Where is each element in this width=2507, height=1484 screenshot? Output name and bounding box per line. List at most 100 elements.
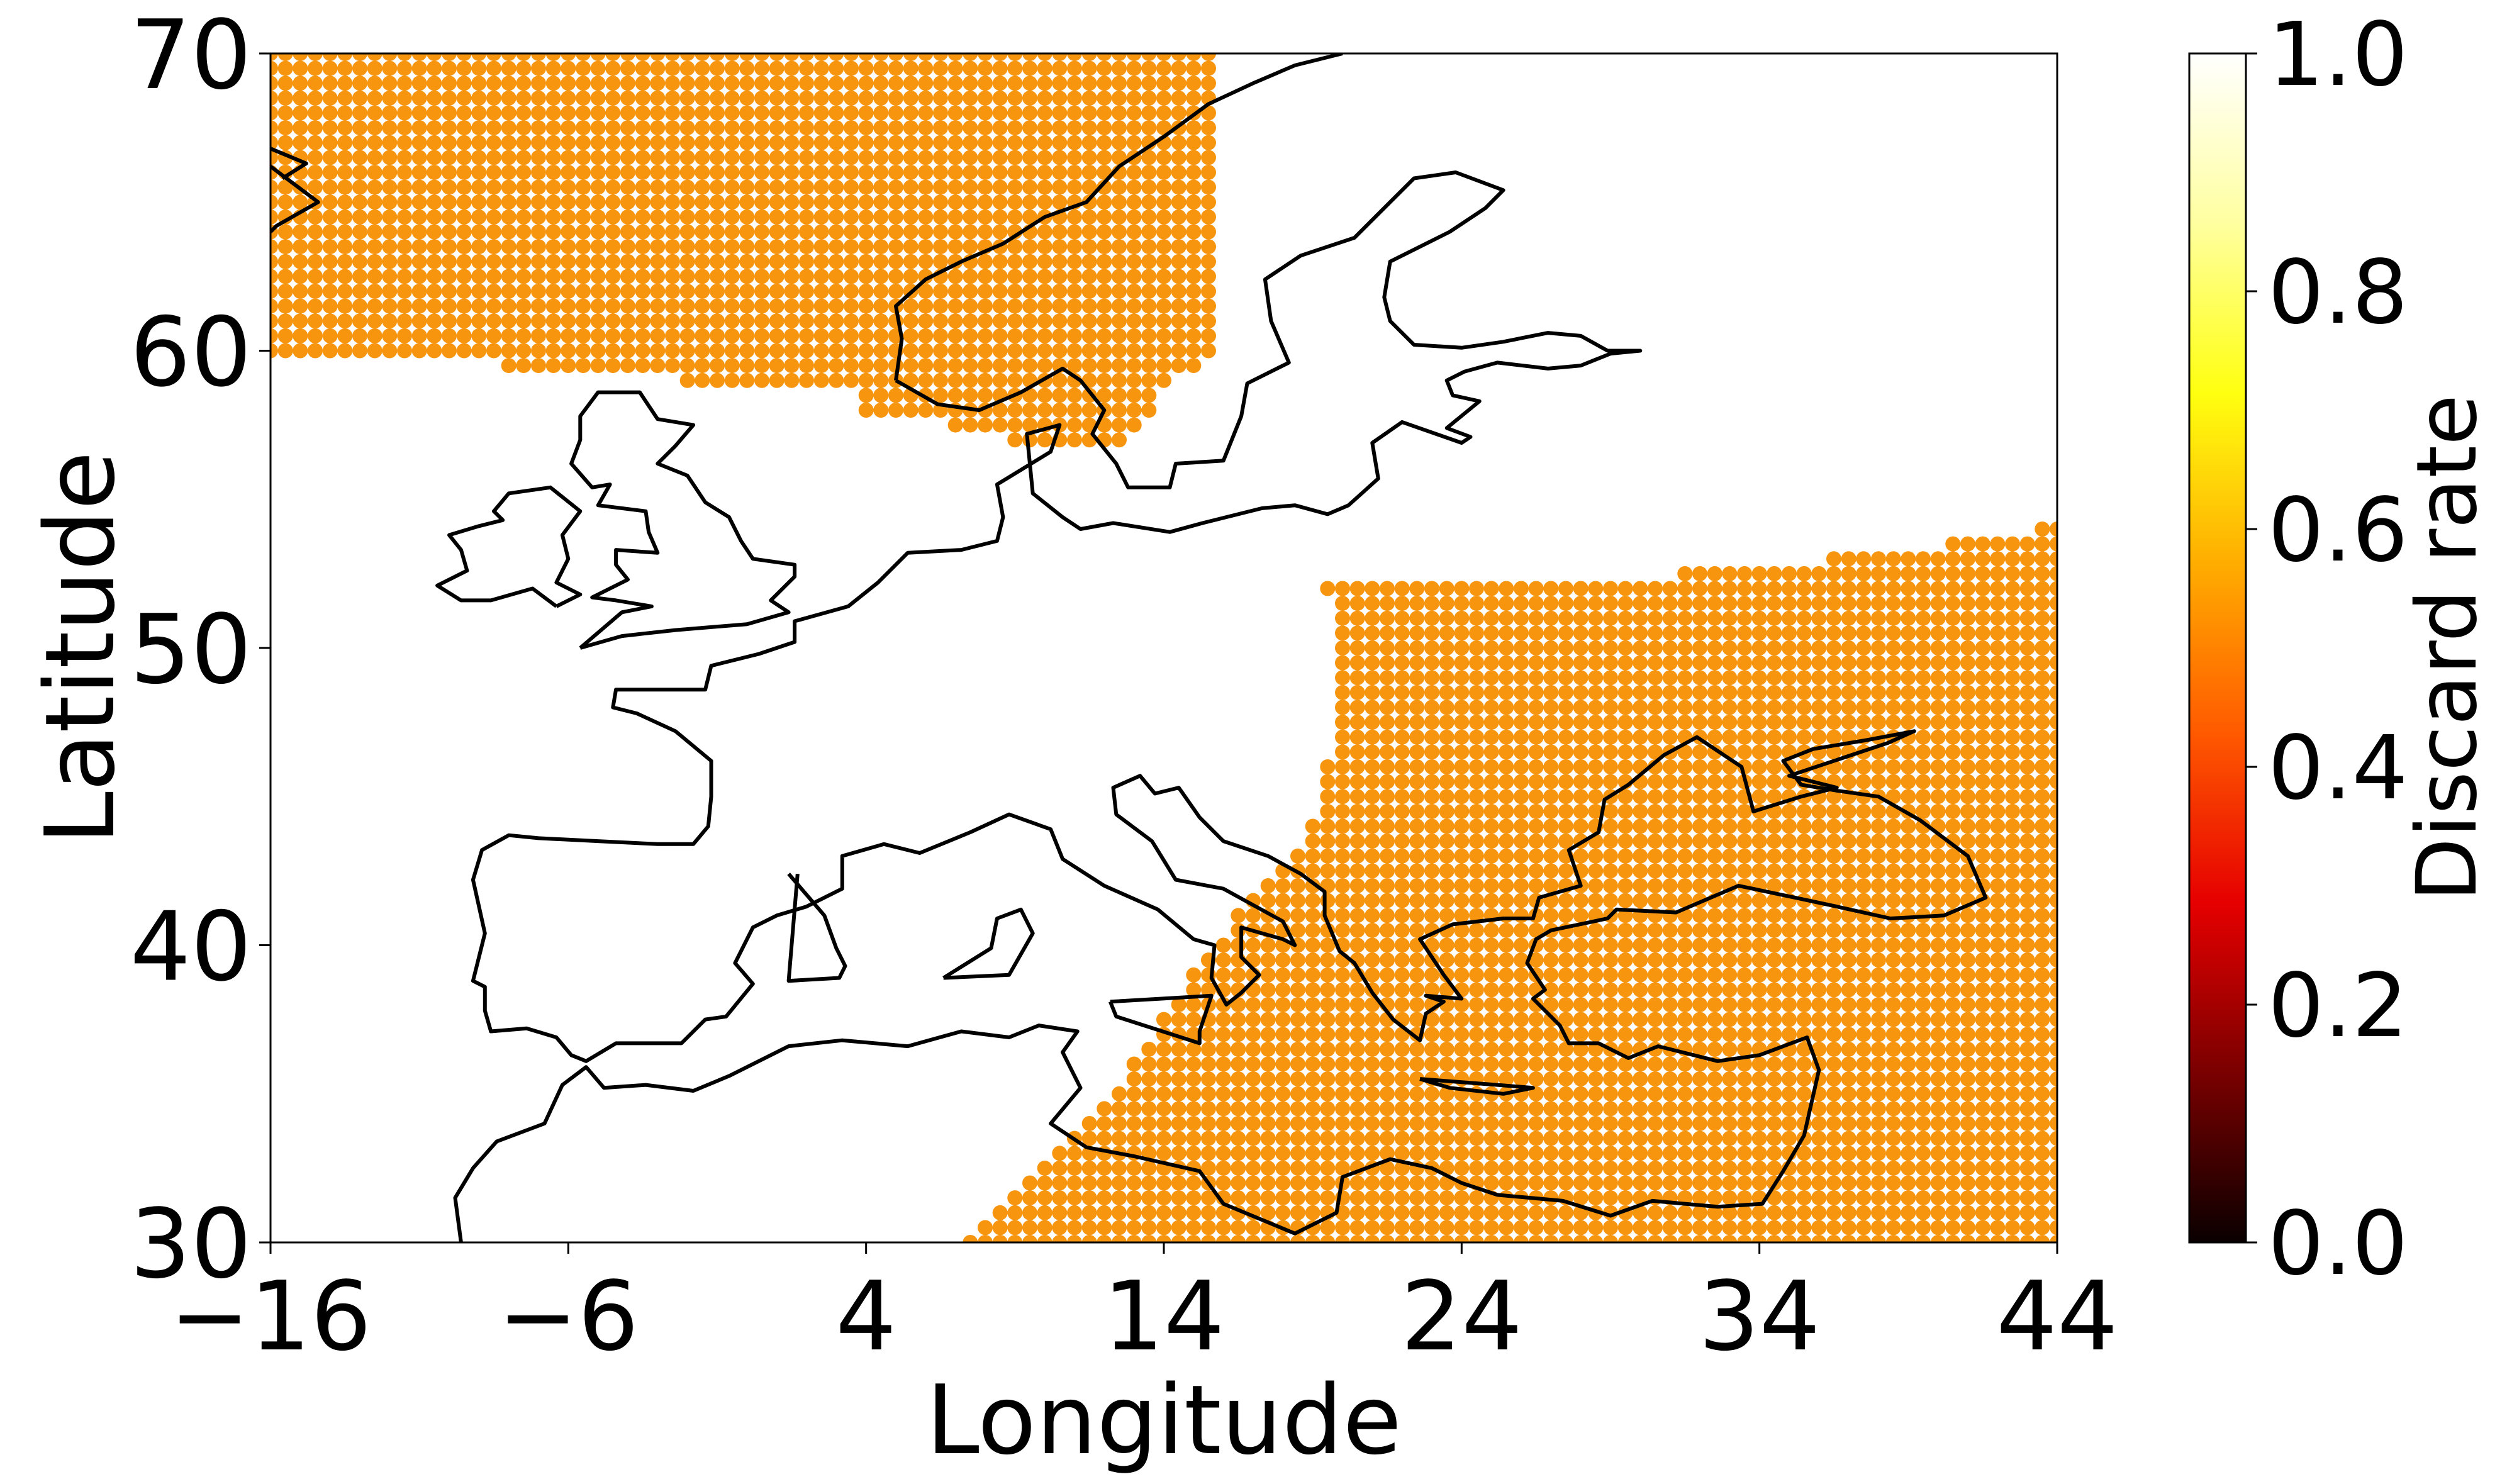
data-point xyxy=(1945,700,1961,715)
data-point xyxy=(1648,1175,1663,1191)
data-point xyxy=(1885,1205,1901,1220)
data-point xyxy=(2035,878,2050,893)
data-point xyxy=(1677,1012,1693,1027)
data-point xyxy=(1617,1086,1633,1102)
data-point xyxy=(576,135,591,150)
data-point xyxy=(2005,700,2020,715)
data-point xyxy=(1722,1116,1738,1131)
data-point xyxy=(1514,700,1529,715)
data-point xyxy=(1811,1130,1827,1146)
data-point xyxy=(754,254,769,269)
data-point xyxy=(1871,1220,1886,1236)
data-point xyxy=(1052,372,1068,388)
data-point xyxy=(1112,1190,1127,1206)
data-point xyxy=(1885,1160,1901,1176)
data-point xyxy=(2035,1130,2050,1146)
data-point xyxy=(1990,640,2006,656)
data-point xyxy=(1662,1027,1678,1042)
data-point xyxy=(1126,358,1142,374)
data-point xyxy=(1588,848,1604,864)
data-point xyxy=(1990,1116,2006,1131)
data-point xyxy=(650,60,666,76)
data-point xyxy=(1543,684,1559,700)
data-point xyxy=(1097,53,1112,61)
data-point xyxy=(754,358,769,374)
data-point xyxy=(277,343,293,359)
data-point xyxy=(427,105,442,121)
data-point xyxy=(873,150,889,165)
data-point xyxy=(1916,759,1931,774)
data-point xyxy=(1841,1190,1857,1206)
data-point xyxy=(1275,1160,1291,1176)
data-point xyxy=(1782,803,1797,819)
data-point xyxy=(1081,343,1097,359)
data-point xyxy=(1617,878,1633,893)
data-point xyxy=(2005,551,2020,567)
data-point xyxy=(1648,967,1663,983)
coastlines xyxy=(271,53,1988,1242)
data-point xyxy=(1603,1235,1618,1242)
data-point xyxy=(1722,952,1738,968)
data-point xyxy=(1275,967,1291,983)
data-point xyxy=(1186,179,1202,195)
data-point xyxy=(873,298,889,314)
data-point xyxy=(2050,1175,2057,1191)
data-point xyxy=(1617,700,1633,715)
data-point xyxy=(1603,937,1618,953)
data-point xyxy=(1648,1101,1663,1117)
data-point xyxy=(2035,596,2050,611)
data-point xyxy=(1826,640,1841,656)
data-point xyxy=(1930,1220,1946,1236)
data-point xyxy=(1528,922,1544,938)
data-point xyxy=(1126,165,1142,180)
data-point xyxy=(308,105,323,121)
data-point xyxy=(576,269,591,284)
data-point xyxy=(1156,60,1171,76)
data-point xyxy=(271,269,278,284)
data-point xyxy=(1156,120,1171,136)
data-point xyxy=(1573,997,1589,1012)
data-point xyxy=(1885,1012,1901,1027)
data-point xyxy=(992,53,1008,61)
data-point xyxy=(1901,1086,1916,1102)
data-point xyxy=(1275,878,1291,893)
data-point xyxy=(665,269,680,284)
data-point xyxy=(1945,655,1961,671)
data-point xyxy=(1290,1041,1305,1057)
data-point xyxy=(813,313,829,329)
data-point xyxy=(1990,982,2006,998)
data-point xyxy=(1990,1146,2006,1161)
data-point xyxy=(918,358,934,374)
data-point xyxy=(903,298,918,314)
data-point xyxy=(679,60,695,76)
data-point xyxy=(1081,1235,1097,1242)
data-point xyxy=(903,224,918,240)
data-point xyxy=(858,298,874,314)
data-point xyxy=(1648,684,1663,700)
data-point xyxy=(1394,922,1410,938)
data-point xyxy=(1349,1146,1365,1161)
data-point xyxy=(471,60,487,76)
data-point xyxy=(1707,1130,1723,1146)
data-point xyxy=(1558,655,1573,671)
data-point xyxy=(1097,239,1112,255)
data-point xyxy=(1231,997,1246,1012)
data-point xyxy=(1811,878,1827,893)
data-point xyxy=(2035,551,2050,567)
data-point xyxy=(427,269,442,284)
data-point xyxy=(322,135,338,150)
data-point xyxy=(293,105,308,121)
data-point xyxy=(427,53,442,61)
data-point xyxy=(992,224,1008,240)
data-point xyxy=(2035,803,2050,819)
data-point xyxy=(769,358,784,374)
data-point xyxy=(1394,1190,1410,1206)
data-point xyxy=(1097,254,1112,269)
data-point xyxy=(635,343,650,359)
data-point xyxy=(2005,1086,2020,1102)
data-point xyxy=(1558,937,1573,953)
data-point xyxy=(1990,1056,2006,1072)
data-point xyxy=(1930,715,1946,730)
data-point xyxy=(1037,298,1052,314)
data-point xyxy=(1662,759,1678,774)
